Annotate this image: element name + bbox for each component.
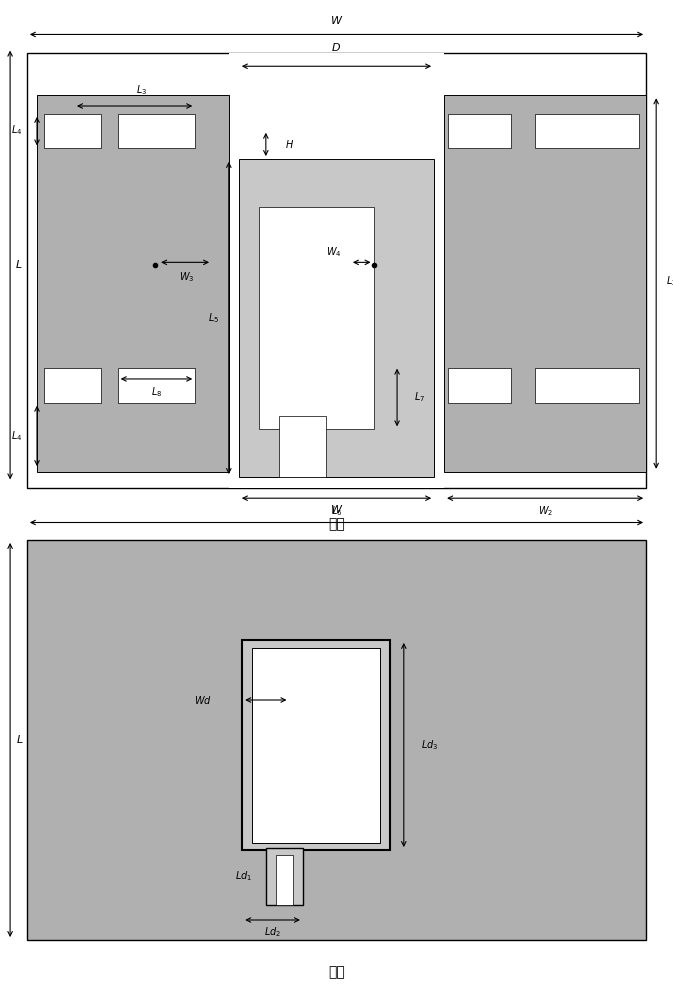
Text: 反面: 反面 [328,966,345,980]
Bar [252,648,380,842]
Text: L: L [17,735,24,745]
Text: L: L [15,260,22,270]
Bar [118,368,195,403]
Text: $L_4$: $L_4$ [11,429,22,443]
Bar [448,114,511,148]
Text: $Ld_2$: $Ld_2$ [264,926,281,939]
Bar [444,95,646,472]
Bar [535,368,639,403]
Text: $L_4$: $L_4$ [11,123,22,137]
Bar [229,53,444,488]
Text: $Ld_1$: $Ld_1$ [235,869,252,883]
Text: 正面: 正面 [328,518,345,532]
Text: $L_5$: $L_5$ [207,311,219,325]
Bar [448,368,511,403]
Text: $L_2$: $L_2$ [666,274,673,288]
Text: $L_3$: $L_3$ [136,83,147,97]
Text: W: W [331,505,342,515]
Text: $L_6$: $L_6$ [331,505,342,518]
Bar [44,368,101,403]
Bar [276,855,293,905]
Text: $L_8$: $L_8$ [151,385,162,399]
Bar [279,416,326,477]
Text: $L_7$: $L_7$ [414,391,425,404]
Text: $Wd$: $Wd$ [194,694,212,706]
Bar [242,640,390,850]
Bar [239,159,434,477]
Text: D: D [332,43,341,53]
Text: $W_4$: $W_4$ [326,245,342,259]
Text: $W_3$: $W_3$ [180,270,194,284]
Text: $W_2$: $W_2$ [538,505,553,518]
Bar [266,848,303,905]
Bar [44,114,101,148]
Bar [27,53,646,488]
Bar [259,207,374,429]
Text: $Ld_3$: $Ld_3$ [421,738,438,752]
Text: H: H [286,140,293,150]
Bar [535,114,639,148]
Bar [27,540,646,940]
Bar [118,114,195,148]
Bar [37,95,229,472]
Text: W: W [331,16,342,26]
